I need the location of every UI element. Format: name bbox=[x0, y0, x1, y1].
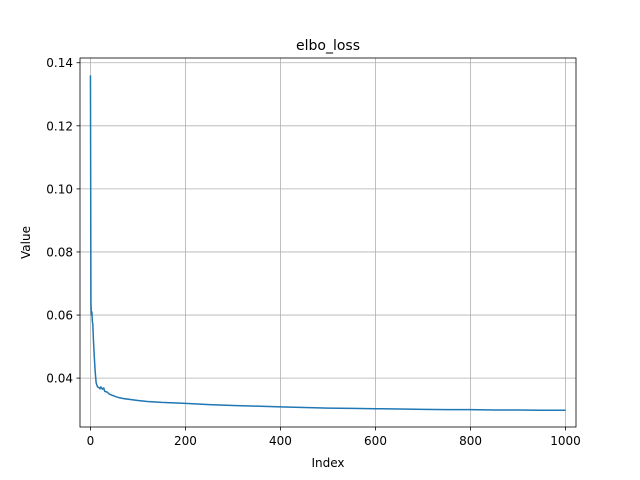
y-axis-title: Value bbox=[19, 226, 33, 259]
y-tick-label: 0.06 bbox=[46, 309, 73, 323]
tick-layer: 0 200 400 600 800 1000 0.04 0.06 0.08 0.10 0.12 0.1… bbox=[46, 56, 581, 448]
x-tick-label: 1000 bbox=[550, 434, 581, 448]
y-tick-label: 0.10 bbox=[46, 182, 73, 196]
y-tick-label: 0.08 bbox=[46, 245, 73, 259]
chart-title: elbo_loss bbox=[296, 38, 360, 54]
y-tick-label: 0.12 bbox=[46, 119, 73, 133]
x-tick-label: 0 bbox=[87, 434, 95, 448]
y-tick-label: 0.14 bbox=[46, 56, 73, 70]
y-tick-label: 0.04 bbox=[46, 372, 73, 386]
grid-layer bbox=[80, 58, 576, 427]
x-axis-title: Index bbox=[311, 456, 344, 470]
series-line bbox=[89, 75, 566, 412]
x-tick-label: 400 bbox=[269, 434, 292, 448]
plot-frame bbox=[79, 57, 577, 428]
x-tick-label: 600 bbox=[364, 434, 387, 448]
x-tick-label: 800 bbox=[459, 434, 482, 448]
x-tick-label: 200 bbox=[174, 434, 197, 448]
